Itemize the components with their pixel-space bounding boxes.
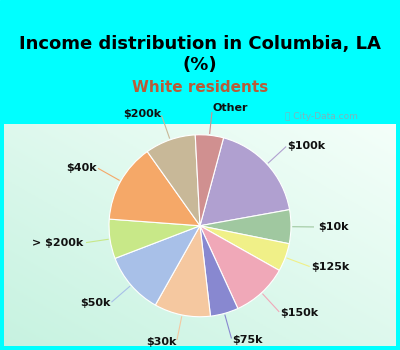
Wedge shape	[147, 135, 200, 226]
Text: $50k: $50k	[80, 298, 110, 308]
Text: Other: Other	[212, 103, 248, 113]
Text: Income distribution in Columbia, LA: Income distribution in Columbia, LA	[19, 35, 381, 53]
Wedge shape	[200, 226, 238, 316]
Wedge shape	[200, 226, 289, 271]
Wedge shape	[200, 138, 290, 226]
Text: White residents: White residents	[132, 80, 268, 96]
Text: (%): (%)	[183, 56, 217, 74]
Wedge shape	[155, 226, 210, 317]
Text: $150k: $150k	[280, 308, 318, 318]
Text: $200k: $200k	[123, 109, 161, 119]
Text: $125k: $125k	[311, 262, 349, 272]
Text: $10k: $10k	[318, 222, 349, 232]
Text: ⓘ City-Data.com: ⓘ City-Data.com	[285, 112, 358, 121]
Wedge shape	[195, 135, 224, 226]
Wedge shape	[115, 226, 200, 305]
Wedge shape	[200, 210, 291, 244]
Text: $75k: $75k	[232, 335, 262, 345]
Wedge shape	[109, 152, 200, 226]
Text: $40k: $40k	[66, 163, 97, 173]
Text: $100k: $100k	[287, 141, 325, 151]
Text: $30k: $30k	[146, 337, 177, 347]
Text: > $200k: > $200k	[32, 238, 83, 248]
Wedge shape	[200, 226, 279, 308]
Wedge shape	[109, 219, 200, 258]
